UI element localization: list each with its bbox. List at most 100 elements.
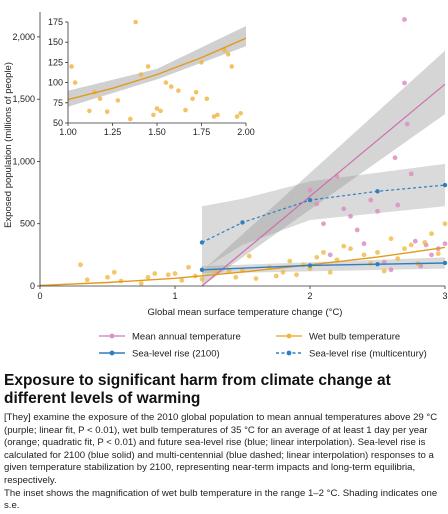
mean-annual-se-band [202, 50, 445, 286]
mean-annual-point [307, 187, 313, 193]
inset-wet-bulb-point [145, 64, 151, 69]
legend-label: Mean annual temperature [132, 332, 241, 343]
inset-wet-bulb-point [211, 114, 217, 119]
mean-annual-point [361, 241, 367, 247]
wet-bulb-point [111, 269, 117, 275]
mean-annual-point [429, 252, 434, 258]
mean-annual-point [412, 238, 418, 244]
mean-annual-point [408, 171, 414, 177]
inset-wet-bulb-point [128, 116, 133, 122]
wet-bulb-point [402, 246, 407, 252]
mean-annual-point [368, 197, 374, 203]
inset-wet-bulb-se-band [68, 26, 246, 107]
wet-bulb-point [327, 269, 333, 275]
legend: Mean annual temperature Wet bulb temperat… [99, 332, 427, 360]
sea-level-multicentury-point [375, 189, 380, 194]
sea-level-multicentury-point [307, 197, 313, 203]
wet-bulb-point [172, 271, 178, 276]
inset-wet-bulb-point [115, 98, 121, 103]
x-axis-label: Global mean surface temperature change (… [148, 307, 343, 318]
caption-body-main: [They] examine the exposure of the 2010 … [4, 412, 438, 486]
legend-swatch-dot [286, 350, 292, 356]
wet-bulb-point [84, 277, 90, 283]
wet-bulb-point [199, 276, 205, 282]
x-tick-label: 1 [172, 291, 177, 301]
inset-wet-bulb-point [163, 80, 169, 85]
inset-wet-bulb-point [72, 80, 78, 85]
inset-x-tick-label: 1.00 [59, 127, 77, 137]
figure-caption: Exposure to significant harm from climat… [4, 372, 442, 513]
mean-annual-point [341, 206, 347, 212]
inset-wet-bulb-point [183, 107, 188, 113]
inset-wet-bulb-point [238, 111, 243, 116]
wet-bulb-point [429, 231, 434, 237]
wet-bulb-point [368, 261, 374, 266]
wet-bulb-point [246, 253, 252, 259]
inset-wet-bulb-point [176, 88, 181, 93]
mean-annual-point [402, 80, 407, 86]
wet-bulb-point [152, 271, 158, 276]
mean-annual-point [442, 241, 448, 247]
inset-wet-bulb-point [199, 60, 204, 65]
wet-bulb-point [408, 242, 414, 248]
legend-label: Wet bulb temperature [309, 332, 400, 343]
wet-bulb-point [165, 272, 171, 278]
inset-y-tick-label: 125 [48, 57, 63, 67]
inset-y-tick-label: 150 [48, 37, 63, 47]
inset-wet-bulb-point [168, 84, 174, 89]
mean-annual-fit-line [201, 83, 446, 287]
wet-bulb-point [287, 258, 293, 264]
mean-annual-point [388, 267, 394, 273]
wet-bulb-point [381, 268, 387, 274]
legend-label: Sea-level rise (multicentury) [309, 349, 427, 360]
inset-wet-bulb-point [234, 114, 240, 119]
inset-wet-bulb-point [215, 112, 220, 118]
mean-annual-point [404, 121, 410, 127]
wet-bulb-point [226, 268, 232, 274]
wet-bulb-point [341, 243, 347, 249]
y-tick-label: 1,500 [12, 94, 35, 104]
sea-level-2100-point [442, 260, 448, 266]
mean-annual-point [327, 252, 333, 258]
legend-swatch-dot [109, 333, 115, 339]
sea-level-multicentury-point [240, 220, 245, 225]
wet-bulb-point [138, 281, 144, 286]
inset-x-tick-label: 1.75 [193, 127, 211, 137]
y-tick-label: 0 [30, 281, 35, 291]
wet-bulb-point [294, 272, 299, 278]
main-plot-area: 0 1 2 3 0 500 1,000 1,500 2,000 [12, 12, 448, 301]
wet-bulb-point [273, 273, 279, 279]
legend-swatch-dot [286, 333, 292, 339]
wet-bulb-point [105, 274, 110, 280]
inset-wet-bulb-point [204, 96, 210, 102]
inset-wet-bulb-point [87, 108, 92, 114]
legend-label: Sea-level rise (2100) [132, 349, 220, 360]
wet-bulb-point [321, 249, 326, 255]
wet-bulb-point [78, 262, 83, 268]
mean-annual-point [314, 201, 320, 207]
inset-wet-bulb-point [193, 89, 199, 95]
y-axis-label: Exposed population (millions of people) [3, 62, 14, 228]
sea-level-2100-point [375, 262, 380, 267]
wet-bulb-point [280, 269, 286, 275]
mean-annual-point [354, 227, 360, 233]
inset-plot-area: 1.00 1.25 1.50 1.75 2.00 50 75 100 125 150 175 [40, 12, 255, 142]
inset-wet-bulb-point [104, 109, 110, 114]
wet-bulb-point [145, 274, 151, 280]
inset-x-tick-label: 2.00 [237, 127, 255, 137]
wet-bulb-point [253, 276, 259, 281]
inset-y-tick-label: 100 [48, 78, 63, 88]
caption-body-inset-note: The inset shows the magnification of wet… [4, 487, 438, 512]
sea-level-multicentury-point [442, 182, 448, 188]
y-tick-label: 500 [20, 219, 35, 229]
sea-level-2100-point [199, 267, 205, 273]
wet-bulb-point [179, 277, 185, 283]
inset-wet-bulb-point [151, 112, 156, 118]
x-tick-label: 3 [442, 291, 447, 301]
wet-bulb-point [435, 251, 441, 257]
wet-bulb-point [233, 274, 239, 280]
inset-wet-bulb-point [133, 19, 138, 25]
inset-wet-bulb-point [190, 96, 195, 102]
inset-wet-bulb-point [229, 64, 235, 69]
wet-bulb-point [348, 246, 353, 252]
